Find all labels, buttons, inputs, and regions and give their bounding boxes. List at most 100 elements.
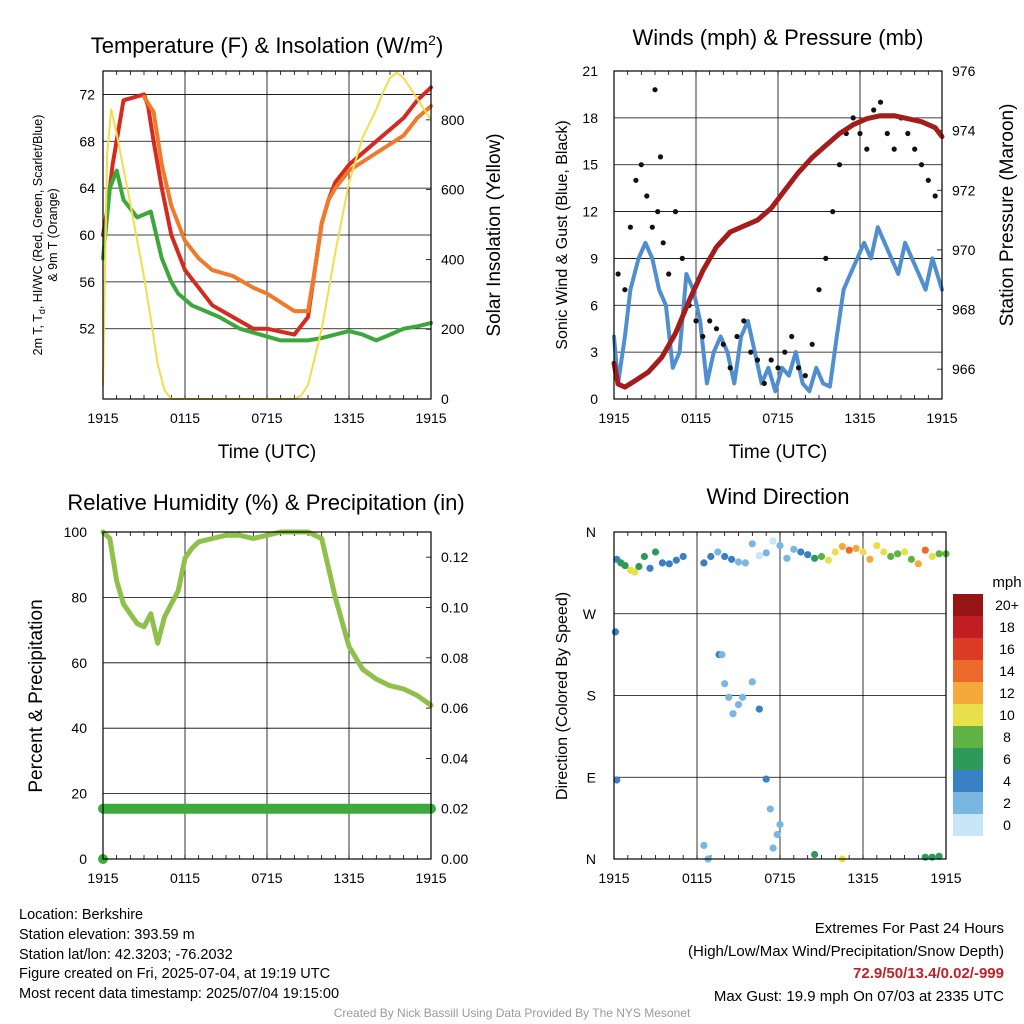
y-tick-label: 0 [590, 391, 598, 407]
wind-direction-point [907, 555, 916, 563]
gust-point [775, 365, 781, 371]
colorbar-swatch [953, 616, 983, 638]
temperature-ylabel-line1: 2m T, Td, HI/WC (Red, Green, Scarlet/Blu… [31, 115, 47, 356]
created-text: Figure created on Fri, 2025-07-04, at 19… [19, 966, 331, 983]
gust-point [850, 115, 856, 121]
humidity-line [100, 529, 434, 708]
gust-point [830, 209, 836, 215]
y-right-tick-label: 972 [952, 182, 976, 198]
y-tick-label: 72 [79, 86, 95, 102]
station-info: Location: Berkshire Station elevation: 3… [19, 906, 339, 1005]
y-right-tick-label: 400 [441, 251, 465, 267]
y-tick-label: 15 [582, 157, 598, 173]
x-tick-label: 0115 [681, 410, 711, 426]
gust-point [727, 365, 733, 371]
panel-temperature: Temperature (F) & Insolation (W/m2) 1915… [31, 32, 505, 463]
humidity-ylabel: Percent & Precipitation [26, 599, 47, 792]
colorbar-label: 20+ [995, 597, 1019, 613]
wind-direction-point [766, 805, 774, 813]
wind-direction-point [790, 545, 798, 553]
gust-point [864, 146, 870, 152]
humidity-plot-frame [102, 531, 432, 860]
y-right-tick-label: 0.04 [441, 750, 468, 766]
y-tick-label: 3 [590, 344, 598, 360]
y-right-tick-label: 800 [441, 112, 465, 128]
y-tick-label: 0 [79, 851, 87, 867]
sonic-wind-line [612, 225, 944, 394]
wind-direction-point [651, 548, 660, 556]
wind-direction-point [845, 546, 853, 554]
x-tick-label: 1915 [415, 410, 446, 426]
location-text: Location: Berkshire [19, 907, 144, 923]
wind-direction-point [748, 540, 756, 548]
pressure-ylabel: Station Pressure (Maroon) [997, 104, 1018, 327]
y-tick-label: N [586, 851, 596, 867]
y-tick-label: 9 [590, 250, 598, 266]
gust-point [754, 357, 761, 363]
colorbar-swatch [953, 726, 983, 748]
insolation-line [102, 71, 432, 400]
wind-direction-point [935, 550, 943, 558]
wind-direction-point [811, 554, 819, 562]
gust-point [925, 177, 931, 183]
wind-direction-point [887, 552, 895, 561]
colorbar-label: 14 [999, 663, 1015, 679]
y-tick-label: 20 [71, 786, 87, 802]
wind-direction-point [755, 552, 763, 560]
y-right-tick-label: 0.12 [441, 549, 468, 565]
gust-point [761, 380, 767, 386]
winds-xlabel: Time (UTC) [729, 442, 828, 463]
wind-direction-point [611, 628, 620, 636]
extremes-title: Extremes For Past 24 Hours [814, 920, 1004, 937]
wind-direction-point [734, 701, 743, 709]
wind-direction-point [755, 705, 763, 713]
gust-point [823, 255, 829, 261]
gust-point [679, 255, 685, 261]
wind-direction-point [921, 853, 929, 861]
gust-point [891, 146, 897, 152]
gust-point [644, 193, 650, 199]
speed-colorbar: 20+ 18 16 14 12 10 8 6 4 2 0 [953, 594, 1019, 836]
gust-point [871, 107, 877, 113]
y-tick-label: 52 [79, 321, 95, 337]
y-tick-label: S [587, 688, 596, 704]
y-right-tick-label: 974 [952, 123, 976, 139]
y-tick-label: 80 [71, 589, 87, 605]
gust-point [836, 162, 843, 168]
gust-point [649, 224, 655, 230]
wind-direction-point [852, 544, 860, 553]
wind-direction-point [935, 852, 943, 860]
x-tick-label: 1915 [926, 410, 957, 426]
wind-direction-point [665, 560, 673, 568]
wind-direction-point [700, 559, 708, 567]
wind-direction-point [914, 560, 922, 568]
x-tick-label: 1915 [87, 870, 118, 886]
x-tick-label: 1315 [333, 870, 364, 886]
colorbar-label: 2 [1003, 795, 1011, 811]
colorbar-swatch [953, 814, 983, 836]
colorbar-swatch [953, 594, 983, 616]
gust-point [912, 146, 918, 152]
gust-point [795, 365, 802, 371]
winds-title: Winds (mph) & Pressure (mb) [633, 25, 924, 50]
credit-line: Created By Nick Bassill Using Data Provi… [333, 1006, 691, 1020]
wind-direction-point [783, 554, 791, 562]
wind-direction-point [776, 542, 784, 550]
x-tick-label: 0115 [170, 870, 200, 886]
gust-point [748, 349, 754, 355]
colorbar-label: 8 [1003, 729, 1011, 745]
colorbar-label: 0 [1003, 817, 1011, 833]
gust-point [633, 177, 639, 183]
y-tick-label: 18 [582, 110, 598, 126]
y-tick-label: W [583, 606, 597, 622]
x-tick-label: 0115 [170, 410, 200, 426]
gust-point [905, 130, 911, 137]
wind-direction-point [613, 776, 621, 784]
gust-point [768, 357, 774, 363]
gust-point [693, 318, 699, 324]
panel-wind-direction: Wind Direction 1915 0115 0715 1315 1915NESWN… [554, 484, 1022, 886]
gust-point [734, 333, 740, 340]
x-tick-label: 0715 [251, 870, 282, 886]
wind-direction-point [725, 693, 733, 701]
temperature-ylabel-line2: & 9m T (Orange) [46, 188, 60, 281]
